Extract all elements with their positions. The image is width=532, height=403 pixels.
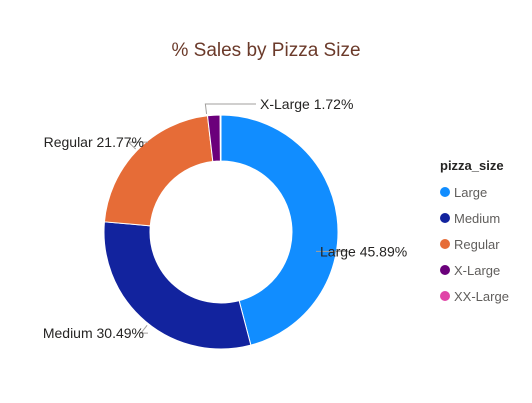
data-label-large: Large 45.89% [320, 243, 407, 259]
legend-marker-medium [440, 213, 450, 223]
legend-label-regular: Regular [454, 236, 500, 252]
legend-item-xx-large[interactable]: XX-Large [440, 283, 509, 309]
donut-slices [103, 114, 339, 350]
legend-label-large: Large [454, 184, 488, 200]
slice-xx-large[interactable] [219, 114, 222, 162]
slice-medium[interactable] [103, 221, 252, 350]
donut-labels: Large 45.89% Medium 30.49% Regular 21.77% X… [43, 96, 407, 341]
leader-line-large [316, 249, 349, 252]
chart-title: % Sales by Pizza Size [171, 40, 361, 61]
legend-marker-regular [440, 239, 450, 249]
legend-marker-x-large [440, 265, 450, 275]
legend-title: pizza_size [440, 158, 504, 173]
legend-label-medium: Medium [454, 210, 501, 226]
legend-item-medium[interactable]: Medium [440, 205, 509, 231]
legend-item-large[interactable]: Large [440, 179, 509, 205]
data-label-regular: Regular 21.77% [44, 134, 144, 150]
slice-regular[interactable] [103, 115, 214, 227]
leader-line-medium [139, 324, 148, 334]
legend-items: Large Medium Regular X-Large XX-Large [440, 179, 509, 309]
legend-item-regular[interactable]: Regular [440, 231, 509, 257]
legend-marker-large [440, 187, 450, 197]
data-label-x-large: X-Large 1.72% [260, 96, 353, 112]
legend-label-xx-large: XX-Large [454, 288, 509, 304]
legend-item-x-large[interactable]: X-Large [440, 257, 509, 283]
legend-marker-xx-large [440, 291, 450, 301]
slice-large[interactable] [220, 114, 339, 346]
legend-label-x-large: X-Large [454, 262, 501, 278]
leader-line-regular [127, 141, 148, 150]
data-label-medium: Medium 30.49% [43, 325, 144, 341]
leader-line-x-large [204, 103, 256, 114]
legend: pizza_size Large Medium Regular X-Large XX-L… [440, 158, 509, 309]
